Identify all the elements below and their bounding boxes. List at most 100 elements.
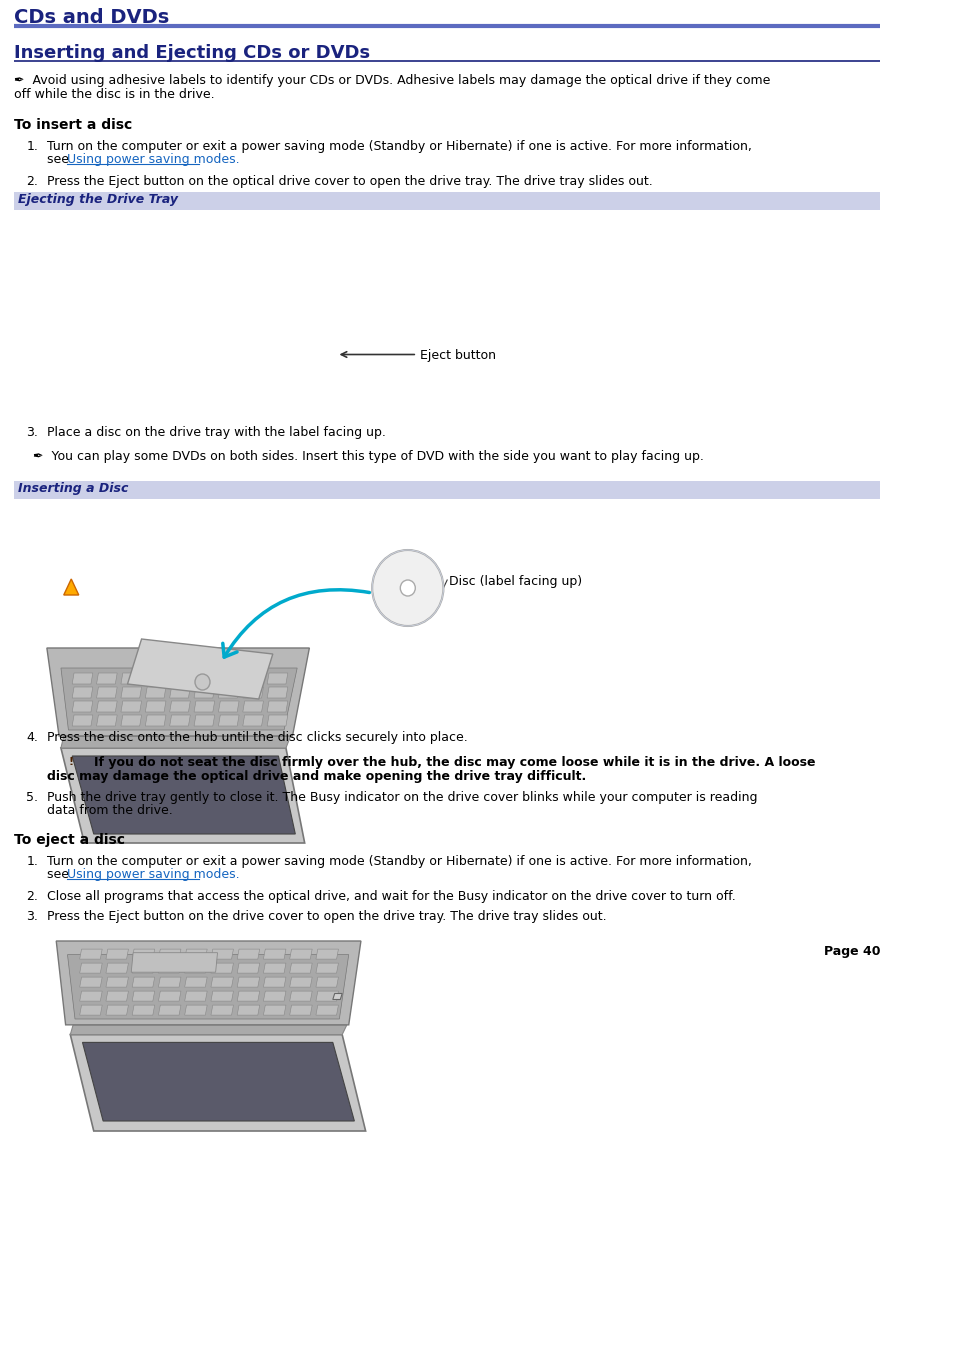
Polygon shape	[106, 977, 129, 988]
Polygon shape	[170, 715, 190, 725]
Polygon shape	[315, 1005, 338, 1015]
Text: Close all programs that access the optical drive, and wait for the Busy indicato: Close all programs that access the optic…	[47, 890, 735, 902]
Polygon shape	[80, 992, 102, 1001]
Polygon shape	[237, 977, 259, 988]
Polygon shape	[185, 950, 207, 959]
Polygon shape	[106, 992, 129, 1001]
Polygon shape	[267, 688, 288, 698]
Polygon shape	[333, 993, 342, 1000]
Text: Page 40: Page 40	[823, 944, 880, 958]
Text: 3.: 3.	[27, 911, 38, 923]
Text: CDs and DVDs: CDs and DVDs	[14, 8, 169, 27]
Text: Press the Eject button on the drive cover to open the drive tray. The drive tray: Press the Eject button on the drive cove…	[47, 911, 606, 923]
Polygon shape	[132, 992, 154, 1001]
Polygon shape	[290, 963, 312, 973]
Text: off while the disc is in the drive.: off while the disc is in the drive.	[14, 88, 214, 101]
Polygon shape	[218, 715, 239, 725]
Polygon shape	[145, 715, 166, 725]
Polygon shape	[315, 963, 338, 973]
Polygon shape	[170, 673, 190, 684]
Circle shape	[194, 674, 210, 690]
FancyArrowPatch shape	[223, 590, 369, 657]
Text: If you do not seat the disc firmly over the hub, the disc may come loose while i: If you do not seat the disc firmly over …	[93, 757, 815, 769]
Polygon shape	[185, 1005, 207, 1015]
Text: 1.: 1.	[27, 141, 38, 153]
Polygon shape	[211, 977, 233, 988]
Polygon shape	[145, 673, 166, 684]
Text: Inserting a Disc: Inserting a Disc	[18, 482, 128, 494]
Text: 3.: 3.	[27, 426, 38, 439]
Polygon shape	[72, 688, 92, 698]
Text: data from the drive.: data from the drive.	[47, 804, 172, 817]
Polygon shape	[211, 963, 233, 973]
Text: 1.: 1.	[27, 855, 38, 867]
Polygon shape	[315, 977, 338, 988]
Text: Using power saving modes.: Using power saving modes.	[68, 867, 240, 881]
Polygon shape	[267, 701, 288, 712]
Polygon shape	[71, 1025, 347, 1035]
Text: Disc (label facing up): Disc (label facing up)	[449, 576, 581, 588]
Polygon shape	[263, 963, 286, 973]
Polygon shape	[121, 715, 141, 725]
Polygon shape	[267, 715, 288, 725]
Polygon shape	[237, 950, 259, 959]
Polygon shape	[47, 648, 309, 736]
Circle shape	[372, 550, 443, 626]
Text: To eject a disc: To eject a disc	[14, 834, 125, 847]
Polygon shape	[61, 748, 304, 843]
Polygon shape	[72, 701, 92, 712]
Polygon shape	[158, 963, 181, 973]
Polygon shape	[218, 673, 239, 684]
Polygon shape	[237, 963, 259, 973]
Text: Place a disc on the drive tray with the label facing up.: Place a disc on the drive tray with the …	[47, 426, 385, 439]
Polygon shape	[145, 701, 166, 712]
Text: Ejecting the Drive Tray: Ejecting the Drive Tray	[18, 193, 177, 205]
Polygon shape	[56, 942, 360, 1025]
Polygon shape	[80, 977, 102, 988]
Text: ✒  Avoid using adhesive labels to identify your CDs or DVDs. Adhesive labels may: ✒ Avoid using adhesive labels to identif…	[14, 74, 770, 86]
Polygon shape	[263, 1005, 286, 1015]
Polygon shape	[290, 977, 312, 988]
Polygon shape	[237, 1005, 259, 1015]
Text: disc may damage the optical drive and make opening the drive tray difficult.: disc may damage the optical drive and ma…	[47, 770, 585, 784]
Polygon shape	[132, 952, 217, 973]
Polygon shape	[106, 1005, 129, 1015]
Polygon shape	[96, 688, 117, 698]
Polygon shape	[158, 977, 181, 988]
Polygon shape	[158, 950, 181, 959]
Polygon shape	[263, 977, 286, 988]
Circle shape	[400, 580, 415, 596]
Polygon shape	[106, 963, 129, 973]
Polygon shape	[61, 667, 297, 730]
Text: Press the Eject button on the optical drive cover to open the drive tray. The dr: Press the Eject button on the optical dr…	[47, 176, 652, 188]
Text: Push the drive tray gently to close it. The Busy indicator on the drive cover bl: Push the drive tray gently to close it. …	[47, 790, 757, 804]
Text: Press the disc onto the hub until the disc clicks securely into place.: Press the disc onto the hub until the di…	[47, 731, 467, 744]
Polygon shape	[185, 963, 207, 973]
Text: 2.: 2.	[27, 890, 38, 902]
Polygon shape	[185, 977, 207, 988]
Text: ✒  You can play some DVDs on both sides. Insert this type of DVD with the side y: ✒ You can play some DVDs on both sides. …	[32, 450, 703, 463]
Polygon shape	[315, 992, 338, 1001]
Polygon shape	[193, 688, 214, 698]
Polygon shape	[218, 688, 239, 698]
Polygon shape	[128, 639, 273, 698]
Polygon shape	[315, 950, 338, 959]
Polygon shape	[211, 950, 233, 959]
Polygon shape	[290, 950, 312, 959]
Polygon shape	[243, 701, 263, 712]
Text: 5.: 5.	[27, 790, 38, 804]
Text: see: see	[47, 867, 72, 881]
Polygon shape	[132, 1005, 154, 1015]
Polygon shape	[263, 950, 286, 959]
Polygon shape	[290, 992, 312, 1001]
Polygon shape	[243, 688, 263, 698]
Polygon shape	[68, 955, 349, 1019]
Polygon shape	[211, 992, 233, 1001]
Polygon shape	[61, 736, 291, 748]
Polygon shape	[72, 757, 295, 834]
Polygon shape	[72, 673, 92, 684]
Polygon shape	[267, 673, 288, 684]
Polygon shape	[158, 992, 181, 1001]
Polygon shape	[96, 673, 117, 684]
Polygon shape	[80, 963, 102, 973]
